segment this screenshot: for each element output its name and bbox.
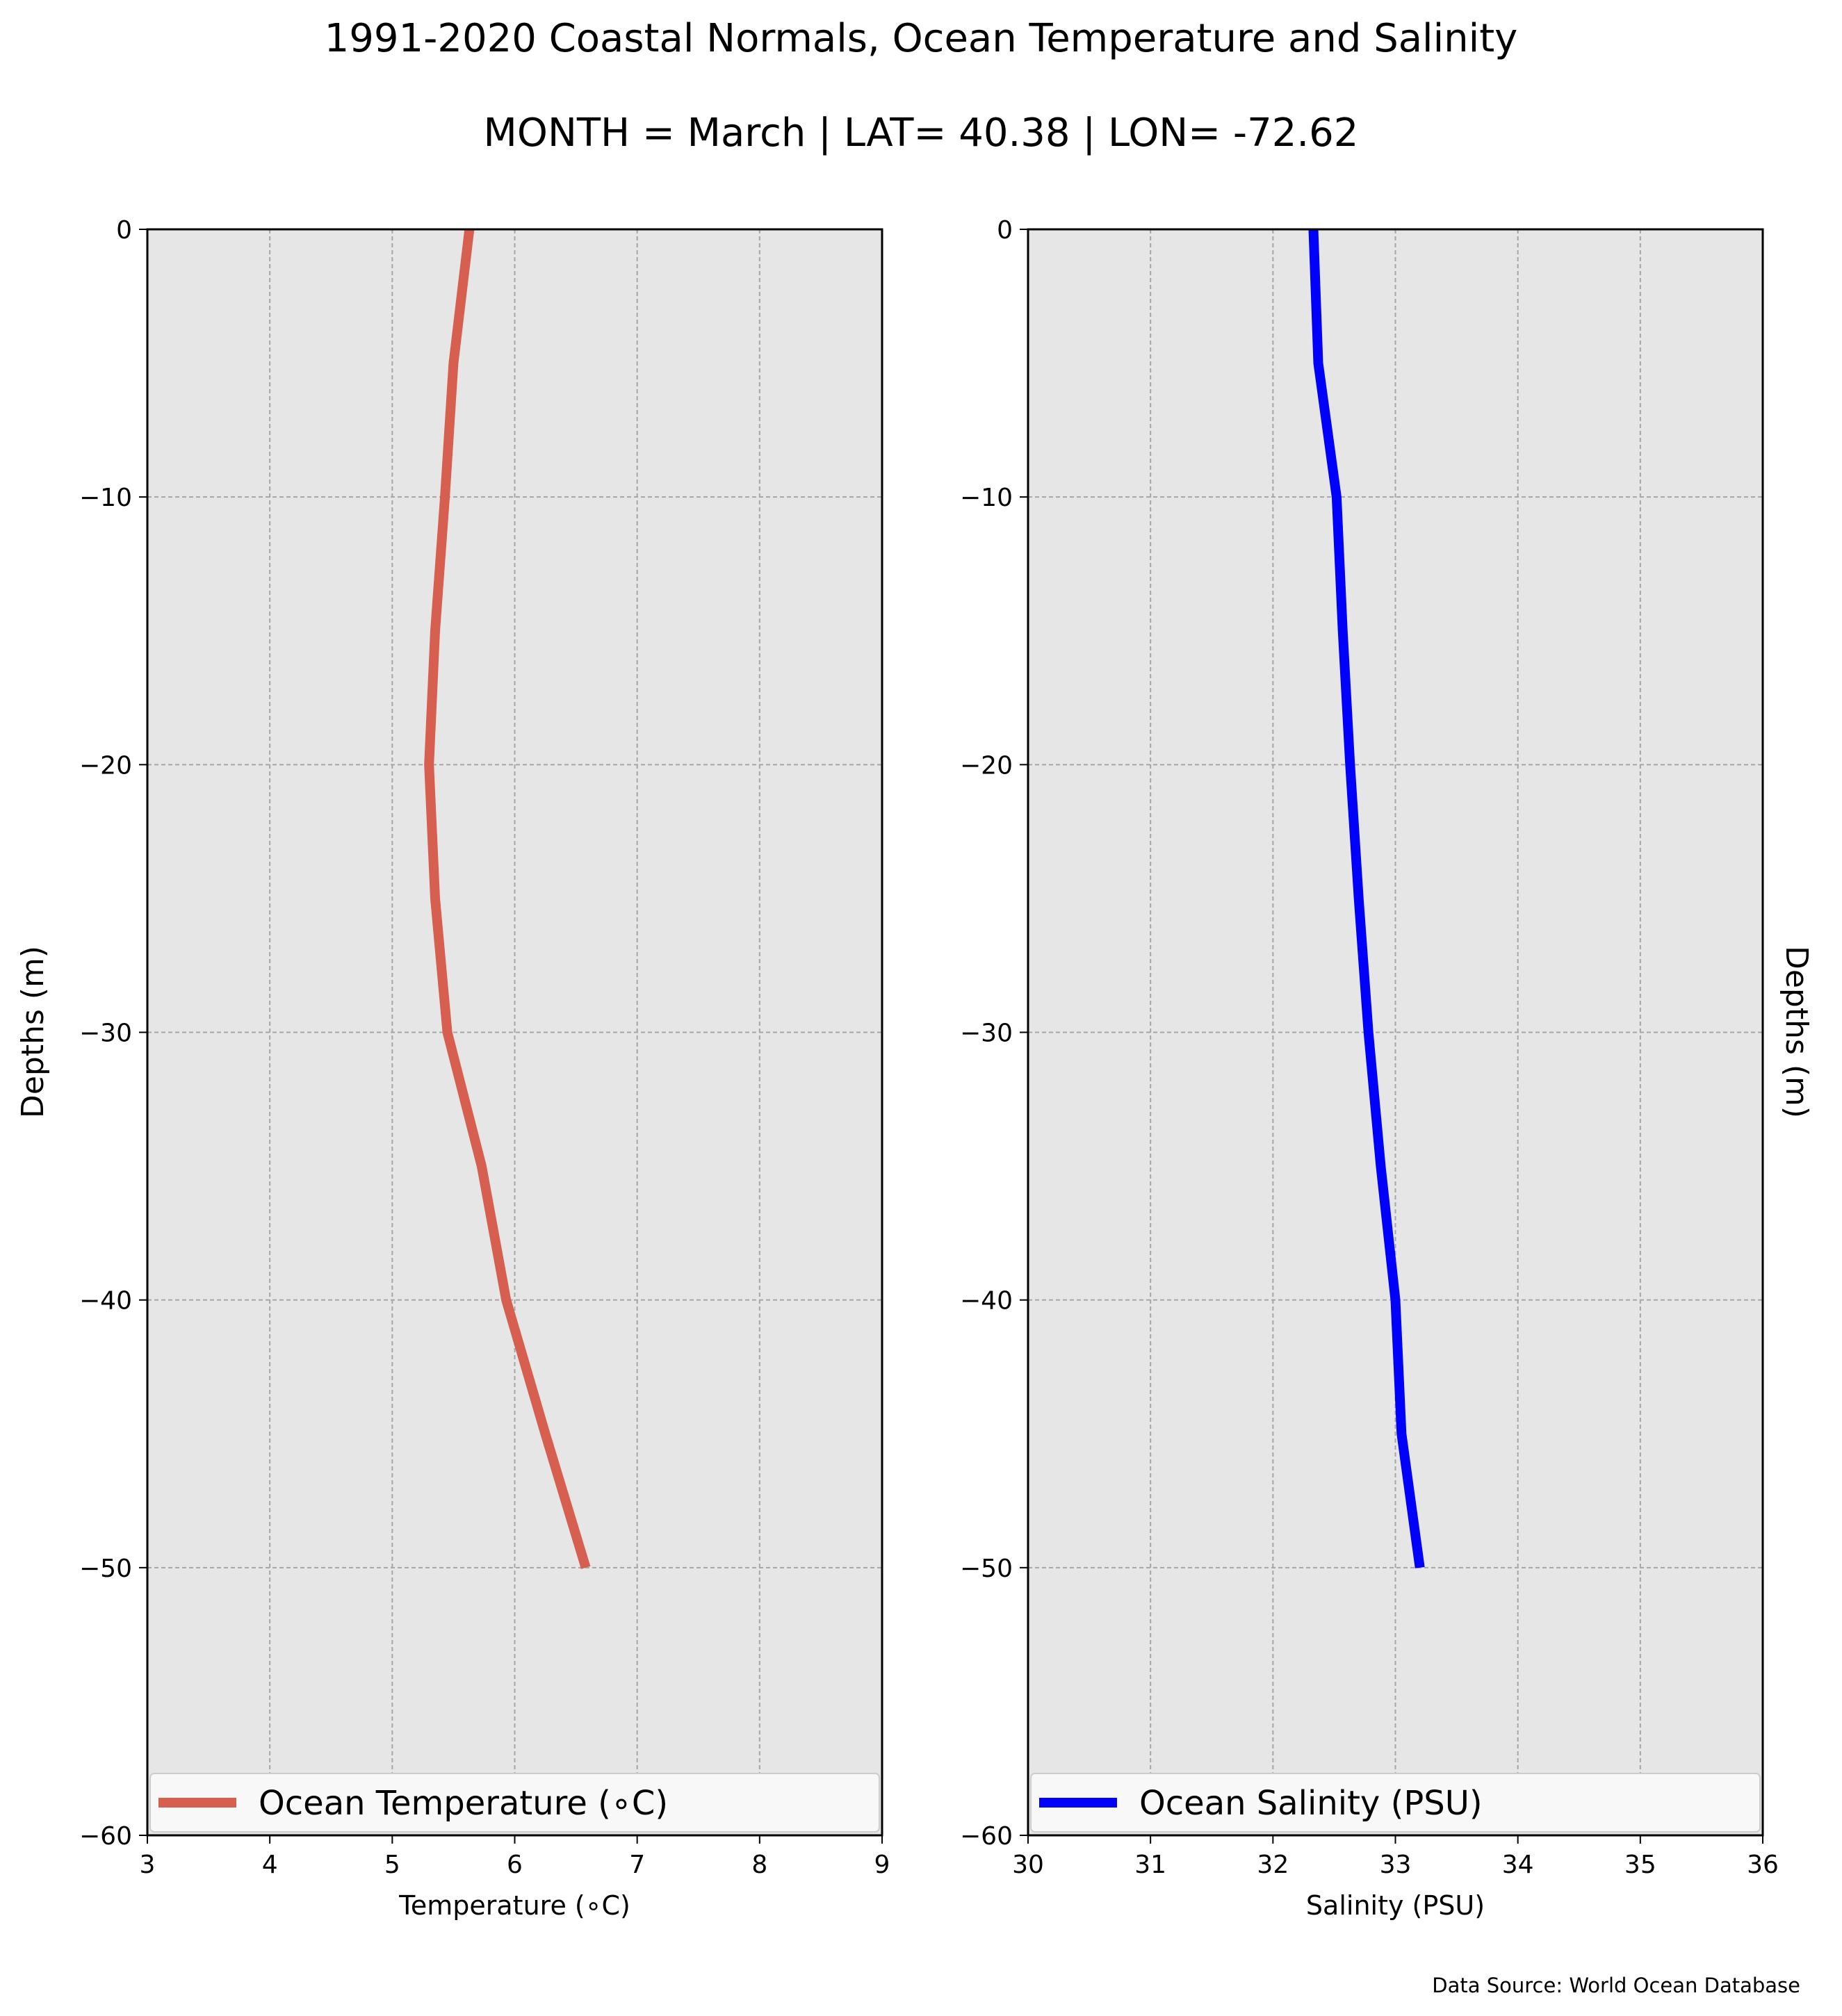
temperature-x-tick-label: 5 (384, 1851, 400, 1879)
salinity-x-tick-label: 30 (1012, 1851, 1044, 1879)
salinity-y-tick-label: −10 (960, 484, 1013, 512)
figure-title: 1991-2020 Coastal Normals, Ocean Tempera… (325, 16, 1518, 61)
salinity-legend-label: Ocean Salinity (PSU) (1139, 1784, 1483, 1823)
temperature-y-tick-label: −50 (79, 1555, 132, 1583)
temperature-panel: 3 4 5 6 7 8 9 0 −10 −20 −30 −40 −50 −60 Temperature (∘… (15, 216, 890, 1921)
temperature-legend: Ocean Temperature (∘C) (149, 1773, 880, 1833)
salinity-x-tick-label: 35 (1624, 1851, 1656, 1879)
temperature-x-tick-label: 7 (629, 1851, 645, 1879)
salinity-series-line (1308, 229, 1425, 1568)
salinity-legend-box (1030, 1773, 1761, 1833)
temperature-x-tick-label: 4 (262, 1851, 278, 1879)
data-source-note: Data Source: World Ocean Database (1432, 1974, 1800, 1997)
salinity-y-tick-label: −20 (960, 751, 1013, 780)
salinity-x-tick-label: 32 (1257, 1851, 1289, 1879)
temperature-x-tick-label: 3 (140, 1851, 156, 1879)
salinity-x-tick-label: 36 (1747, 1851, 1779, 1879)
temperature-x-tick-label: 8 (751, 1851, 767, 1879)
temperature-x-tick-label: 6 (507, 1851, 523, 1879)
salinity-y-tick-label: −50 (960, 1555, 1013, 1583)
temperature-y-tick-label: −30 (79, 1019, 132, 1048)
temperature-y-tick-label: −40 (79, 1287, 132, 1316)
temperature-series-line (424, 229, 591, 1569)
salinity-x-tick-label: 31 (1134, 1851, 1166, 1879)
temperature-x-tick-label: 9 (874, 1851, 890, 1879)
temperature-legend-label: Ocean Temperature (∘C) (259, 1784, 668, 1823)
temperature-y-tick-label: −10 (79, 484, 132, 512)
figure-subtitle: MONTH = March | LAT= 40.38 | LON= -72.62 (484, 110, 1359, 156)
salinity-y-tick-label: −40 (960, 1287, 1013, 1316)
salinity-x-axis-label: Salinity (PSU) (1306, 1890, 1485, 1921)
temperature-legend-box (149, 1773, 880, 1833)
salinity-y-tick-label: −60 (960, 1822, 1013, 1851)
salinity-x-tick-label: 34 (1502, 1851, 1534, 1879)
temperature-y-axis-label: Depths (m) (15, 946, 51, 1118)
temperature-y-tick-label: −20 (79, 751, 132, 780)
salinity-panel: 30 31 32 33 34 35 36 0 −10 −20 −30 −40 −50 −60 Salinit… (960, 216, 1814, 1921)
temperature-y-tick-label: −60 (79, 1822, 132, 1851)
salinity-x-tick-label: 33 (1380, 1851, 1412, 1879)
temperature-x-axis-label: Temperature (∘C) (398, 1890, 630, 1921)
salinity-legend: Ocean Salinity (PSU) (1030, 1773, 1761, 1833)
temperature-y-tick-label: 0 (116, 216, 132, 245)
salinity-y-tick-label: −30 (960, 1019, 1013, 1048)
salinity-y-axis-label: Depths (m) (1779, 946, 1814, 1118)
salinity-y-tick-label: 0 (997, 216, 1013, 245)
